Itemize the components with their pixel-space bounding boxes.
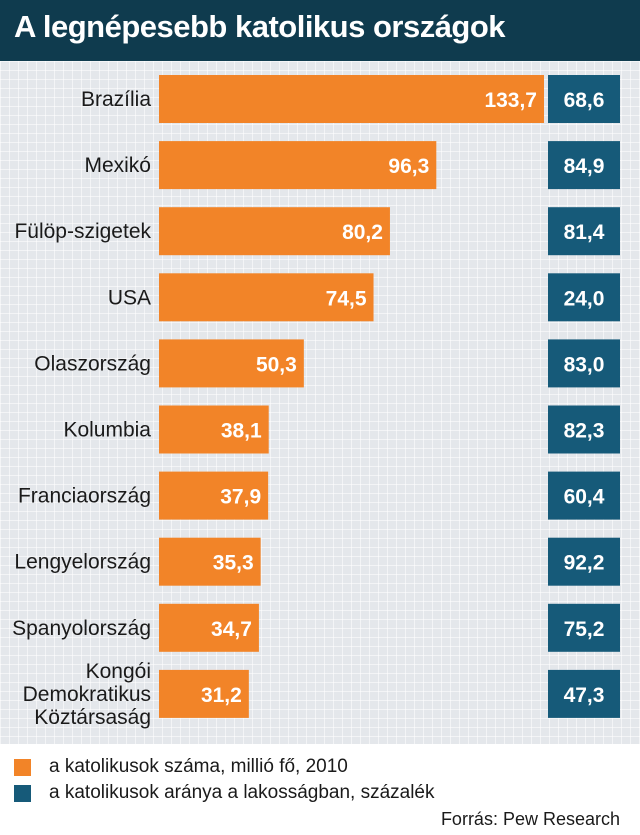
category-label: Fülöp-szigetek bbox=[14, 220, 151, 243]
bar-catholic-count bbox=[159, 405, 269, 454]
chart-header: A legnépesebb katolikus országok bbox=[0, 0, 640, 61]
share-value-label: 24,0 bbox=[564, 287, 605, 310]
share-value-label: 92,2 bbox=[564, 552, 605, 575]
bar-value-label: 34,7 bbox=[211, 618, 252, 641]
chart-area: Brazília 133,7 68,6 Mexikó 96,3 84,9 Fülöp-szi… bbox=[0, 61, 640, 744]
bar-catholic-count bbox=[159, 537, 261, 586]
share-value-label: 47,3 bbox=[564, 684, 605, 707]
share-box bbox=[548, 75, 620, 123]
legend-swatch-count bbox=[14, 758, 31, 776]
bar-value-label: 31,2 bbox=[201, 684, 242, 707]
legend-label-count: a katolikusok száma, millió fő, 2010 bbox=[49, 756, 348, 777]
legend: a katolikusok száma, millió fő, 2010 a k… bbox=[0, 744, 640, 835]
share-box bbox=[548, 471, 620, 520]
category-label: USA bbox=[108, 286, 151, 309]
bar-value-label: 80,2 bbox=[342, 221, 383, 244]
share-box bbox=[548, 339, 620, 388]
share-value-label: 84,9 bbox=[564, 155, 605, 178]
bar-value-label: 37,9 bbox=[220, 486, 261, 509]
bar-catholic-count bbox=[159, 141, 437, 190]
share-box bbox=[548, 405, 620, 454]
category-label: Kongói Demokratikus Köztársaság bbox=[23, 660, 151, 729]
legend-swatch-share bbox=[14, 784, 31, 802]
legend-label-share: a katolikusok aránya a lakosságban, száz… bbox=[49, 782, 435, 803]
share-box bbox=[548, 273, 620, 322]
share-box bbox=[548, 207, 620, 256]
bar-value-label: 35,3 bbox=[213, 552, 254, 575]
share-box bbox=[548, 537, 620, 586]
bar-value-label: 38,1 bbox=[221, 420, 262, 443]
chart-title: A legnépesebb katolikus országok bbox=[14, 9, 506, 44]
bar-value-label: 96,3 bbox=[388, 155, 429, 178]
bar-chart: Brazília 133,7 68,6 Mexikó 96,3 84,9 Fülöp-szi… bbox=[12, 75, 620, 729]
bar-catholic-count bbox=[159, 669, 249, 718]
category-label: Franciaország bbox=[18, 485, 151, 508]
share-value-label: 82,3 bbox=[564, 420, 605, 443]
legend-item-share: a katolikusok aránya a lakosságban, száz… bbox=[14, 781, 435, 805]
bar-catholic-count bbox=[159, 273, 374, 322]
share-value-label: 75,2 bbox=[564, 618, 605, 641]
source-note: Forrás: Pew Research bbox=[440, 809, 620, 829]
share-value-label: 68,6 bbox=[564, 89, 605, 112]
share-box bbox=[548, 603, 620, 652]
category-label: Kolumbia bbox=[63, 419, 151, 442]
legend-item-count: a katolikusok száma, millió fő, 2010 bbox=[14, 755, 348, 779]
bar-value-label: 50,3 bbox=[256, 353, 297, 376]
share-value-label: 60,4 bbox=[564, 486, 605, 509]
bar-value-label: 74,5 bbox=[326, 287, 367, 310]
bar-catholic-count bbox=[159, 75, 544, 123]
category-label: Brazília bbox=[81, 88, 151, 111]
category-label: Mexikó bbox=[84, 154, 151, 177]
share-box bbox=[548, 141, 620, 190]
bar-value-label: 133,7 bbox=[484, 89, 537, 112]
bar-catholic-count bbox=[159, 603, 259, 652]
category-label: Olaszország bbox=[34, 352, 151, 375]
share-box bbox=[548, 669, 620, 718]
category-label: Spanyolország bbox=[12, 617, 151, 640]
share-value-label: 83,0 bbox=[564, 353, 605, 376]
bar-catholic-count bbox=[159, 471, 269, 520]
bar-catholic-count bbox=[159, 207, 390, 256]
bar-catholic-count bbox=[159, 339, 304, 388]
category-label: Lengyelország bbox=[14, 551, 151, 574]
share-value-label: 81,4 bbox=[564, 221, 605, 244]
